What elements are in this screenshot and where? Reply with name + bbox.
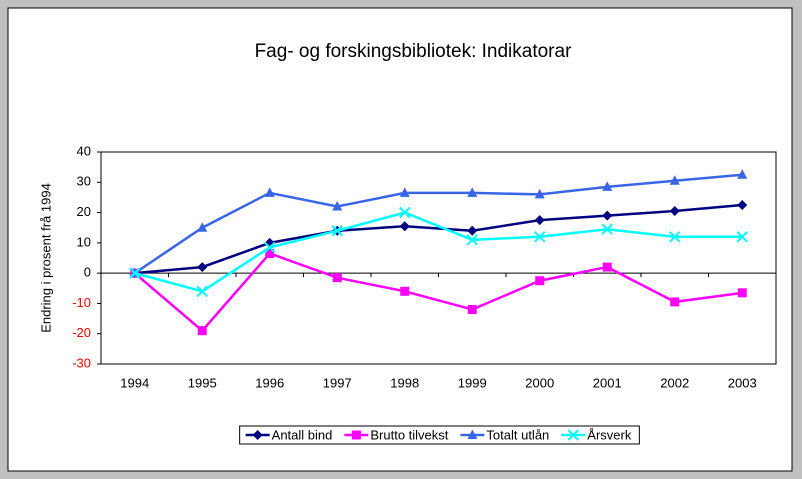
data-point <box>601 223 613 235</box>
legend-label: Totalt utlån <box>486 427 549 442</box>
data-point <box>669 231 681 243</box>
y-tick-label: 30 <box>77 174 91 189</box>
legend-marker <box>351 430 361 440</box>
legend: Antall bind Brutto tilvekst Totalt utlån År… <box>239 425 640 445</box>
data-point <box>467 225 478 236</box>
legend-label: Antall bind <box>272 427 333 442</box>
y-tick-label: -30 <box>72 355 91 370</box>
y-tick-label: 20 <box>77 204 91 219</box>
data-point <box>737 169 748 179</box>
x-tick-label: 2000 <box>525 375 554 390</box>
data-point <box>400 286 410 296</box>
x-tick-label: 1995 <box>188 375 217 390</box>
data-point <box>332 273 342 283</box>
legend-label: Brutto tilvekst <box>370 427 448 442</box>
data-point <box>737 288 747 298</box>
data-point <box>670 297 680 307</box>
y-tick-label: -20 <box>72 325 91 340</box>
legend-item: Brutto tilvekst <box>344 427 449 442</box>
data-point <box>399 187 410 197</box>
data-point <box>332 201 343 211</box>
legend-label: Årsverk <box>587 427 632 442</box>
data-point <box>534 188 545 199</box>
legend-marker <box>252 430 263 440</box>
x-tick-label: 1999 <box>458 375 487 390</box>
data-point <box>535 276 545 286</box>
x-tick-label: 2003 <box>728 375 757 390</box>
y-axis-label: Endring i prosent frå 1994 <box>38 183 53 333</box>
data-point <box>265 248 275 258</box>
data-point <box>196 285 208 298</box>
x-tick-label: 1994 <box>120 375 149 390</box>
data-point <box>399 221 410 232</box>
data-point <box>197 262 208 273</box>
series-line <box>134 203 743 275</box>
legend-marker <box>467 429 478 439</box>
data-point <box>737 200 748 210</box>
data-point <box>669 206 680 217</box>
x-tick-label: 1997 <box>323 375 352 390</box>
chart-area <box>7 7 793 472</box>
legend-box <box>239 425 640 445</box>
data-point <box>264 241 276 254</box>
data-point <box>467 304 477 314</box>
series-line <box>134 173 743 275</box>
data-point <box>331 225 343 237</box>
x-tick-label: 2001 <box>593 375 622 390</box>
y-tick-label: 10 <box>77 234 91 249</box>
series-line <box>134 211 743 293</box>
y-tick-label: 0 <box>84 265 91 280</box>
x-tick-label: 2002 <box>660 375 689 390</box>
legend-marker <box>567 429 579 441</box>
x-tick-label: 1996 <box>255 375 284 390</box>
data-point <box>264 187 275 197</box>
x-tick-label: 1998 <box>390 375 419 390</box>
data-point <box>534 215 545 226</box>
data-point <box>197 326 207 336</box>
legend-item: Årsverk <box>561 427 632 442</box>
chart-title: Fag- og forskingsbibliotek: Indikatorar <box>255 41 572 62</box>
y-tick-label: 40 <box>77 143 91 158</box>
legend-item: Antall bind <box>245 427 333 442</box>
data-point <box>129 267 141 279</box>
data-point <box>467 187 478 197</box>
data-point <box>669 175 680 185</box>
data-point <box>534 231 546 243</box>
data-point <box>602 262 612 272</box>
data-point <box>736 231 748 243</box>
plot-area <box>100 151 777 365</box>
series-line <box>133 251 743 333</box>
data-point <box>602 181 613 191</box>
legend-item: Totalt utlån <box>460 427 549 442</box>
y-tick-label: -10 <box>72 295 91 310</box>
data-point <box>466 234 478 246</box>
data-point <box>197 222 208 232</box>
data-point <box>399 206 411 219</box>
data-point <box>602 210 613 221</box>
